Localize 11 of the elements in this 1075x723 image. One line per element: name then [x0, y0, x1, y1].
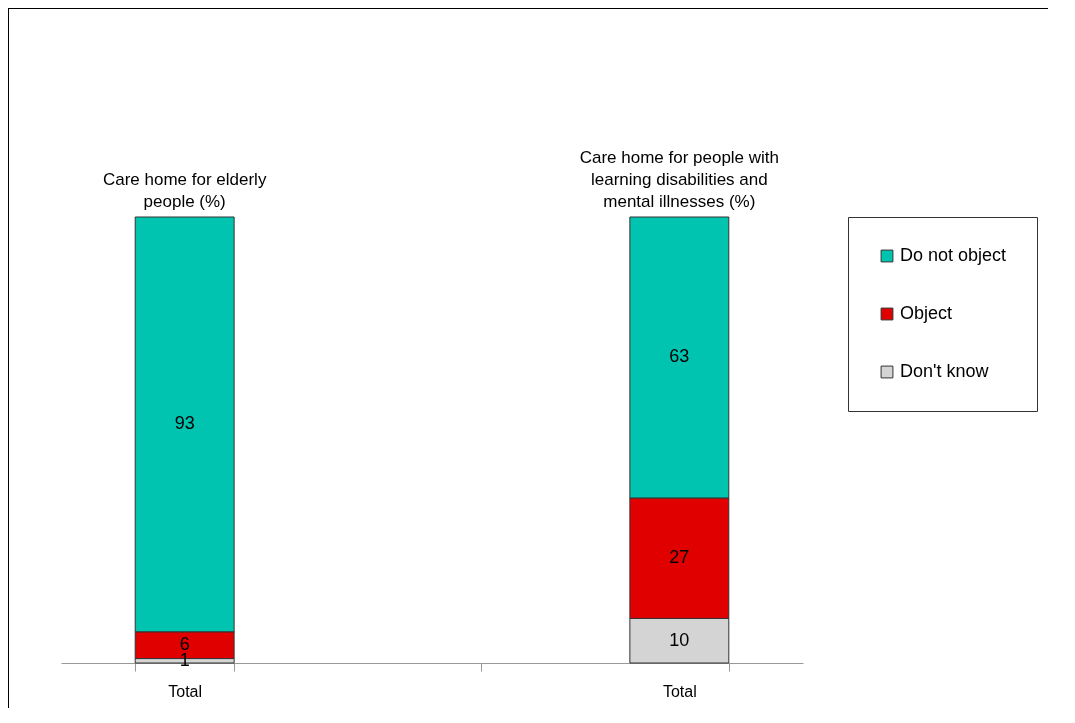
legend-label: Don't know — [900, 361, 990, 381]
text: Care home for elderly people (%) — [102, 170, 267, 211]
data-label: 93 — [174, 413, 195, 434]
data-label: 10 — [669, 629, 690, 650]
data-label: 63 — [669, 346, 690, 367]
data-label: 27 — [669, 547, 690, 568]
legend-label: Object — [900, 303, 953, 323]
x-tick-label: Total — [662, 682, 697, 700]
text: Care home for people with learning disabilities and mental illnesses (%) — [579, 148, 780, 211]
legend-label: Do not object — [900, 245, 1007, 265]
x-tick-label: Total — [168, 682, 203, 700]
